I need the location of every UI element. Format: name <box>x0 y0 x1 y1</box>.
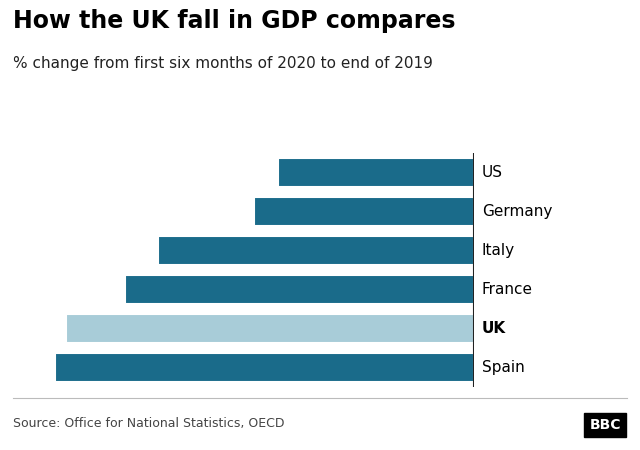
Text: Germany: Germany <box>482 204 552 219</box>
Text: -10.6: -10.6 <box>480 165 520 180</box>
Bar <box>159 236 474 265</box>
Text: Italy: Italy <box>482 243 515 258</box>
Text: % change from first six months of 2020 to end of 2019: % change from first six months of 2020 t… <box>13 56 433 71</box>
Text: Spain: Spain <box>482 360 525 375</box>
Text: Source: Office for National Statistics, OECD: Source: Office for National Statistics, … <box>13 417 284 429</box>
Bar <box>55 353 474 382</box>
Text: BBC: BBC <box>589 418 621 432</box>
Text: How the UK fall in GDP compares: How the UK fall in GDP compares <box>13 9 455 33</box>
Bar <box>67 315 474 342</box>
Text: France: France <box>482 282 533 297</box>
Bar <box>254 198 474 225</box>
Text: -11.9: -11.9 <box>480 204 520 219</box>
Text: -17.1: -17.1 <box>480 243 519 258</box>
Text: -22.7: -22.7 <box>480 360 519 375</box>
Text: -22.1: -22.1 <box>480 321 524 336</box>
Bar <box>278 158 474 187</box>
Text: -18.9: -18.9 <box>480 282 520 297</box>
Bar <box>125 275 474 304</box>
Text: UK: UK <box>482 321 506 336</box>
Text: US: US <box>482 165 503 180</box>
